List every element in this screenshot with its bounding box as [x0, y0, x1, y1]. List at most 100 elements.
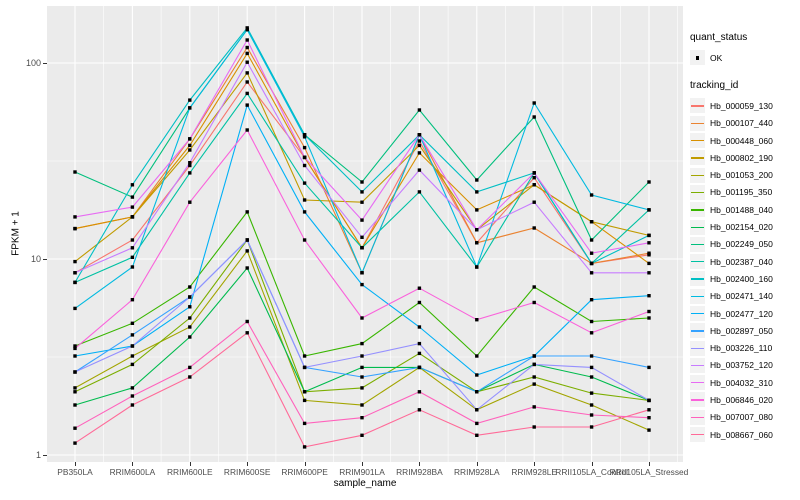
data-point: [188, 285, 192, 289]
data-point: [360, 282, 364, 287]
data-point: [360, 235, 364, 239]
data-point: [475, 373, 479, 377]
data-point: [647, 309, 651, 314]
data-point: [73, 370, 77, 374]
data-point: [589, 261, 594, 266]
data-point: [73, 259, 77, 264]
data-point: [475, 318, 479, 322]
data-point: [188, 161, 192, 165]
legend-item-Hb_001195_350: Hb_001195_350: [690, 184, 798, 201]
data-point: [532, 200, 536, 204]
data-point: [360, 433, 364, 437]
data-point: [589, 403, 594, 407]
legend-label: Hb_006846_020: [710, 394, 773, 405]
data-point: [417, 408, 422, 412]
data-point: [417, 151, 422, 155]
legend-label: Hb_001053_200: [710, 170, 773, 181]
data-point: [417, 168, 422, 172]
legend-label: Hb_002477_120: [710, 308, 773, 319]
legend-label: Hb_002249_050: [710, 239, 773, 250]
data-point: [589, 331, 594, 335]
data-point: [475, 190, 479, 194]
x-tick-mark: [534, 462, 536, 466]
data-point: [188, 171, 192, 175]
data-point: [130, 238, 135, 242]
data-point: [647, 271, 651, 275]
y-tick-mark: [43, 454, 47, 456]
data-point: [417, 143, 422, 148]
data-point: [475, 208, 479, 212]
line-swatch-icon: [690, 115, 705, 131]
data-point: [245, 45, 249, 50]
data-point: [589, 365, 594, 370]
data-point: [475, 433, 479, 437]
legend-item-Hb_002471_140: Hb_002471_140: [690, 288, 798, 305]
line-swatch-icon: [690, 409, 705, 425]
data-point: [188, 325, 192, 329]
data-point: [417, 390, 422, 394]
x-tick-mark: [591, 462, 593, 466]
y-tick-mark: [43, 258, 47, 260]
line-swatch-icon: [690, 202, 705, 218]
legend-item-Hb_007007_080: Hb_007007_080: [690, 409, 798, 426]
data-point: [245, 38, 249, 42]
data-point: [360, 316, 364, 320]
data-point: [360, 416, 364, 420]
line-swatch-icon: [690, 150, 705, 166]
legend-label: OK: [710, 52, 723, 63]
x-tick-mark: [189, 462, 191, 466]
data-point: [417, 341, 422, 346]
x-tick-label-RRII105LA_Control: RRII105LA_Control: [555, 467, 628, 477]
legend-label: Hb_000059_130: [710, 100, 773, 111]
legend-title-tracking-id: tracking_id: [690, 80, 739, 92]
plot-canvas: [47, 6, 683, 462]
data-point: [532, 226, 536, 230]
legend-label: Hb_002154_020: [710, 222, 773, 233]
legend-item-Hb_000802_190: Hb_000802_190: [690, 149, 798, 166]
legend-item-Hb_001053_200: Hb_001053_200: [690, 166, 798, 183]
data-point: [73, 215, 77, 219]
data-point: [73, 170, 77, 174]
data-point: [302, 398, 307, 403]
legend-item-quant-OK: OK: [690, 49, 798, 66]
data-point: [73, 386, 77, 390]
legend-item-Hb_004032_310: Hb_004032_310: [690, 374, 798, 391]
data-point: [73, 403, 77, 407]
line-swatch-icon: [690, 427, 705, 443]
legend-item-Hb_000107_440: Hb_000107_440: [690, 115, 798, 132]
data-point: [532, 285, 536, 289]
x-axis-title: sample_name: [333, 478, 397, 489]
data-point: [188, 316, 192, 320]
legend-item-Hb_008667_060: Hb_008667_060: [690, 426, 798, 443]
legend-label: Hb_007007_080: [710, 412, 773, 423]
data-point: [302, 238, 307, 242]
y-tick-label: 1: [35, 449, 41, 460]
legend-item-Hb_002477_120: Hb_002477_120: [690, 305, 798, 322]
data-point: [130, 386, 135, 390]
legend-item-Hb_002897_050: Hb_002897_050: [690, 322, 798, 339]
data-point: [130, 265, 135, 269]
legend-label: Hb_000107_440: [710, 118, 773, 129]
data-point: [73, 346, 77, 351]
data-point: [188, 106, 192, 110]
data-point: [73, 306, 77, 311]
data-point: [245, 60, 249, 64]
legend-label: Hb_001488_040: [710, 204, 773, 215]
legend-label: Hb_001195_350: [710, 187, 773, 198]
legend-item-Hb_002249_050: Hb_002249_050: [690, 236, 798, 253]
x-tick-mark: [419, 462, 421, 466]
x-tick-label-RRIM600LE: RRIM600LE: [166, 467, 213, 477]
data-point: [532, 354, 536, 358]
data-point: [360, 271, 364, 275]
data-point: [475, 408, 479, 412]
data-point: [589, 425, 594, 429]
legend-item-Hb_002154_020: Hb_002154_020: [690, 218, 798, 235]
data-point: [130, 403, 135, 407]
legend-label: Hb_002400_160: [710, 273, 773, 284]
legend-label: Hb_000448_060: [710, 135, 773, 146]
data-point: [245, 71, 249, 75]
line-swatch-icon: [690, 133, 705, 149]
data-point: [360, 341, 364, 346]
data-point: [532, 101, 536, 105]
data-point: [188, 143, 192, 148]
